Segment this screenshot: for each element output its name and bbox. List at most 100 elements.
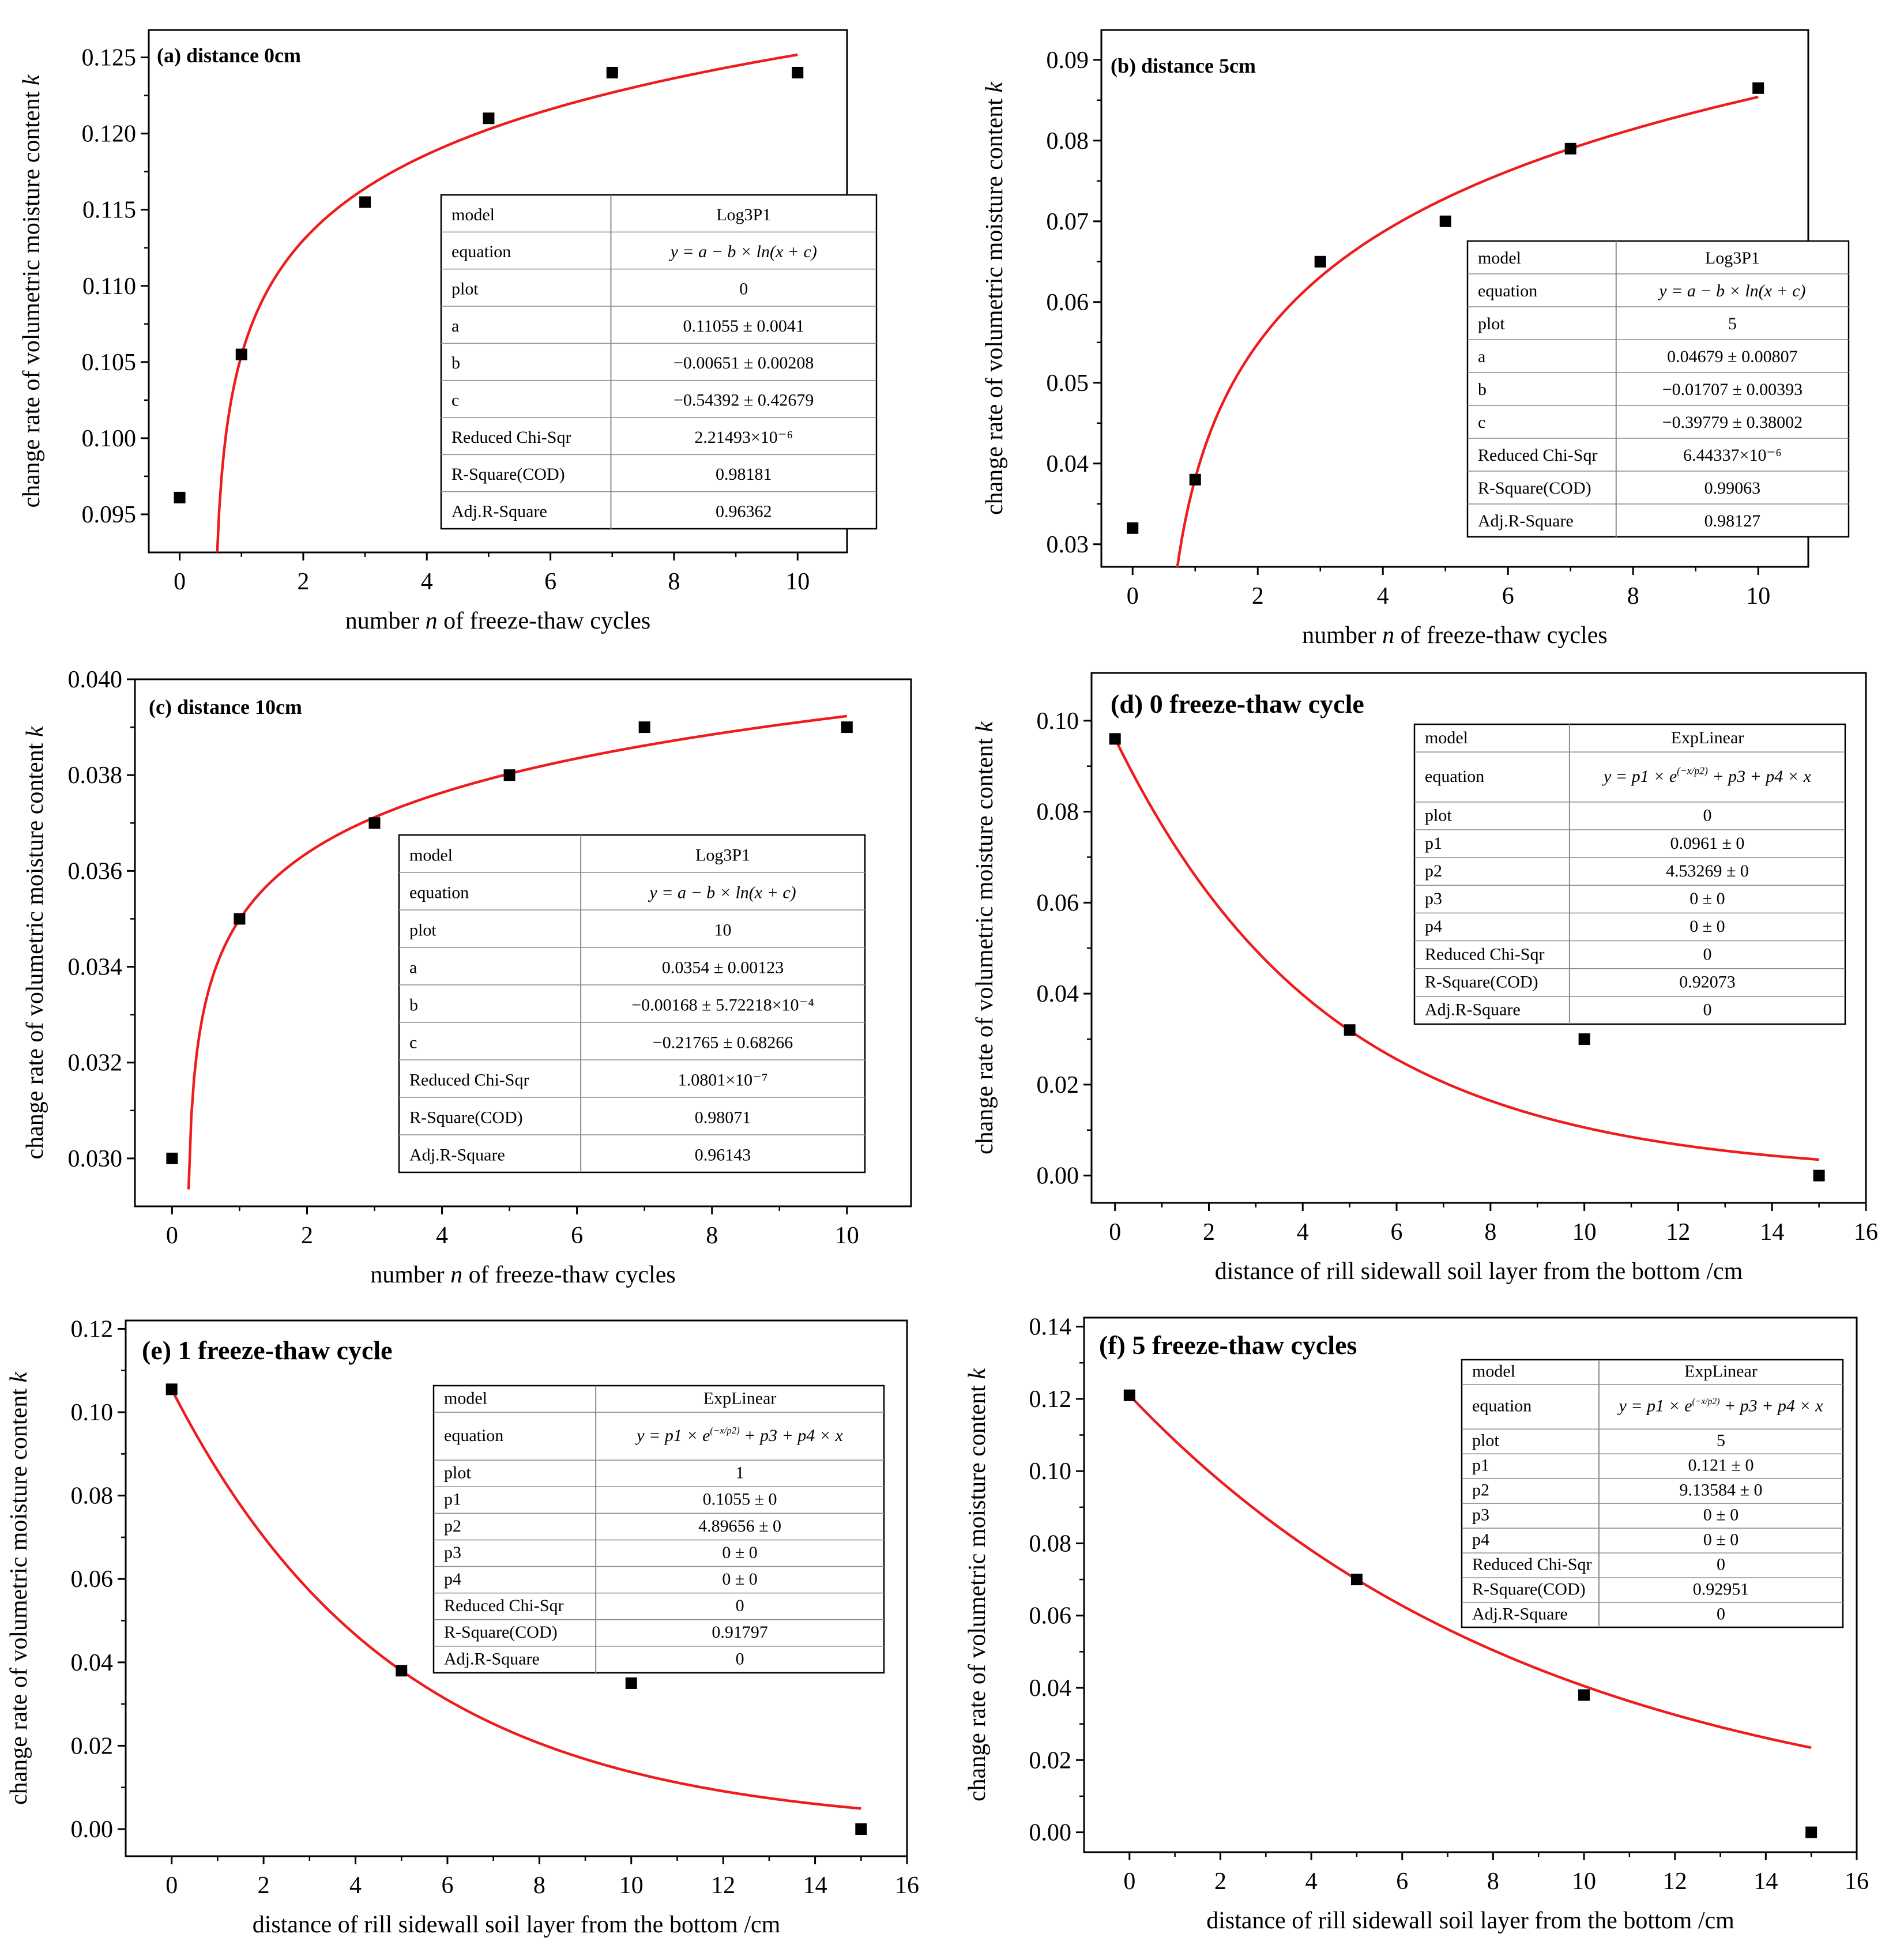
fit-table-key: Adj.R-Square <box>1472 1604 1568 1623</box>
fit-table-frame <box>1466 240 1850 538</box>
fit-table-frame <box>432 1385 885 1674</box>
x-tick-label: 4 <box>349 1872 362 1899</box>
y-tick-label: 0.02 <box>71 1733 114 1759</box>
data-point <box>1189 473 1201 486</box>
y-tick-label: 0.08 <box>71 1483 114 1510</box>
fit-curve <box>170 1389 861 1810</box>
data-point <box>1578 1689 1590 1701</box>
x-tick-label: 6 <box>571 1222 583 1249</box>
fit-table-frame <box>1413 723 1846 1025</box>
y-tick-label: 0.10 <box>1029 1458 1072 1485</box>
fit-table-value: 0.91797 <box>712 1623 768 1642</box>
fit-table-value: ExpLinear <box>1684 1361 1758 1380</box>
data-point <box>1123 1389 1135 1401</box>
x-tick-label: 16 <box>895 1872 919 1899</box>
y-tick-label: 0.06 <box>1037 890 1079 916</box>
fit-table-value: 0.96143 <box>695 1145 751 1164</box>
data-point <box>1344 1024 1356 1036</box>
x-tick-label: 12 <box>711 1872 735 1899</box>
fit-table-key: model <box>409 845 453 864</box>
y-tick-label: 0.08 <box>1029 1530 1072 1557</box>
fit-table-key: p3 <box>1425 889 1442 908</box>
fit-table-value: 0.121 ± 0 <box>1688 1456 1753 1475</box>
x-tick-label: 10 <box>1746 583 1770 610</box>
data-point <box>396 1665 408 1677</box>
fit-table-frame <box>398 834 866 1173</box>
fit-table-key: R-Square(COD) <box>1425 973 1538 992</box>
fit-table-key: equation <box>451 242 511 261</box>
x-tick-label: 0 <box>1109 1219 1121 1246</box>
fit-curve <box>187 714 848 1190</box>
fit-table-value: 0 ± 0 <box>1689 889 1725 908</box>
fit-curve <box>1128 1394 1812 1750</box>
x-tick-label: 14 <box>1760 1219 1784 1246</box>
data-point <box>1578 1033 1590 1045</box>
data-point <box>1314 255 1326 268</box>
y-tick-label: 0.038 <box>68 762 123 789</box>
x-tick-label: 6 <box>1502 583 1514 610</box>
fit-table-equation: y = p1 × e(−x/p2) + p3 + p4 × x <box>1602 765 1812 786</box>
fit-table-key: p4 <box>1425 917 1442 936</box>
y-tick-label: 0.09 <box>1047 47 1089 74</box>
fit-table-key: Reduced Chi-Sqr <box>451 428 571 447</box>
x-axis-title: number n of freeze-thaw cycles <box>1302 622 1607 649</box>
data-point <box>166 1152 178 1164</box>
fit-curve <box>1176 95 1759 567</box>
x-tick-label: 10 <box>619 1872 644 1899</box>
fit-table-key: Adj.R-Square <box>1478 511 1574 531</box>
y-tick-label: 0.00 <box>1037 1163 1079 1190</box>
x-tick-label: 16 <box>1845 1868 1869 1895</box>
fit-table-frame <box>1461 1359 1844 1628</box>
y-tick-label: 0.100 <box>82 426 137 452</box>
fit-table-key: R-Square(COD) <box>1478 479 1591 498</box>
fit-table-value: 0.04679 ± 0.00807 <box>1667 347 1797 366</box>
fit-table-value: 10 <box>714 920 732 939</box>
y-tick-label: 0.03 <box>1047 532 1089 558</box>
y-tick-label: 0.030 <box>68 1146 123 1172</box>
x-tick-label: 12 <box>1663 1868 1687 1895</box>
data-point <box>855 1823 867 1835</box>
fit-table: model Log3P1 equation y = a − b × ln(x + c)… <box>398 834 866 1173</box>
fit-table-key: model <box>1478 249 1521 268</box>
fit-table-key: c <box>409 1033 417 1052</box>
fit-table-value: 4.89656 ± 0 <box>698 1517 781 1536</box>
y-axis-title: change rate of volumetric moisture conte… <box>18 74 45 507</box>
x-axis-title: distance of rill sidewall soil layer fro… <box>1215 1258 1743 1285</box>
fit-table-equation: y = p1 × e(−x/p2) + p3 + p4 × x <box>635 1425 843 1445</box>
fit-table-key: model <box>1472 1361 1515 1380</box>
y-axis-title: change rate of volumetric moisture conte… <box>981 81 1008 515</box>
fit-table-value: 0.92951 <box>1693 1579 1749 1598</box>
x-tick-label: 4 <box>436 1222 448 1249</box>
x-tick-label: 8 <box>533 1872 545 1899</box>
x-tick-label: 10 <box>1572 1219 1597 1246</box>
panel-d: 0 2 4 6 8 10 12 14 16 0.00 0.02 0.04 0.06 0.08 0.10 dis… <box>972 672 1878 1285</box>
y-tick-label: 0.120 <box>82 121 137 148</box>
data-point <box>1813 1169 1825 1182</box>
x-tick-label: 10 <box>1572 1868 1596 1895</box>
fit-table-value: 0.98071 <box>695 1108 751 1127</box>
data-point <box>1752 82 1764 94</box>
x-tick-label: 12 <box>1666 1219 1690 1246</box>
fit-table-key: equation <box>1425 767 1484 786</box>
fit-table-key: p3 <box>444 1543 461 1562</box>
fit-table-value: Log3P1 <box>716 205 771 224</box>
fit-table-key: plot <box>1478 314 1505 333</box>
fit-table-key: p3 <box>1472 1505 1489 1524</box>
fit-table-key: Reduced Chi-Sqr <box>1472 1555 1591 1574</box>
y-tick-label: 0.04 <box>1029 1675 1072 1702</box>
fit-table-key: Reduced Chi-Sqr <box>409 1070 529 1089</box>
fit-table-key: p2 <box>444 1517 461 1536</box>
x-tick-label: 6 <box>1396 1868 1408 1895</box>
fit-table-value: 0.99063 <box>1704 479 1761 498</box>
fit-table-key: b <box>409 995 418 1014</box>
y-tick-label: 0.10 <box>1037 708 1079 735</box>
panel-e: 0 2 4 6 8 10 12 14 160.000.020.040.060.080.100.1… <box>6 1316 919 1938</box>
fit-table-key: a <box>451 317 459 336</box>
y-tick-label: 0.095 <box>82 502 137 528</box>
fit-table-value: 0 <box>739 280 748 299</box>
fit-table-key: Reduced Chi-Sqr <box>1478 446 1597 465</box>
fit-table-value: 0.92073 <box>1679 973 1736 992</box>
plot-frame <box>134 678 912 1207</box>
fit-table-value: 0 <box>1703 945 1711 964</box>
